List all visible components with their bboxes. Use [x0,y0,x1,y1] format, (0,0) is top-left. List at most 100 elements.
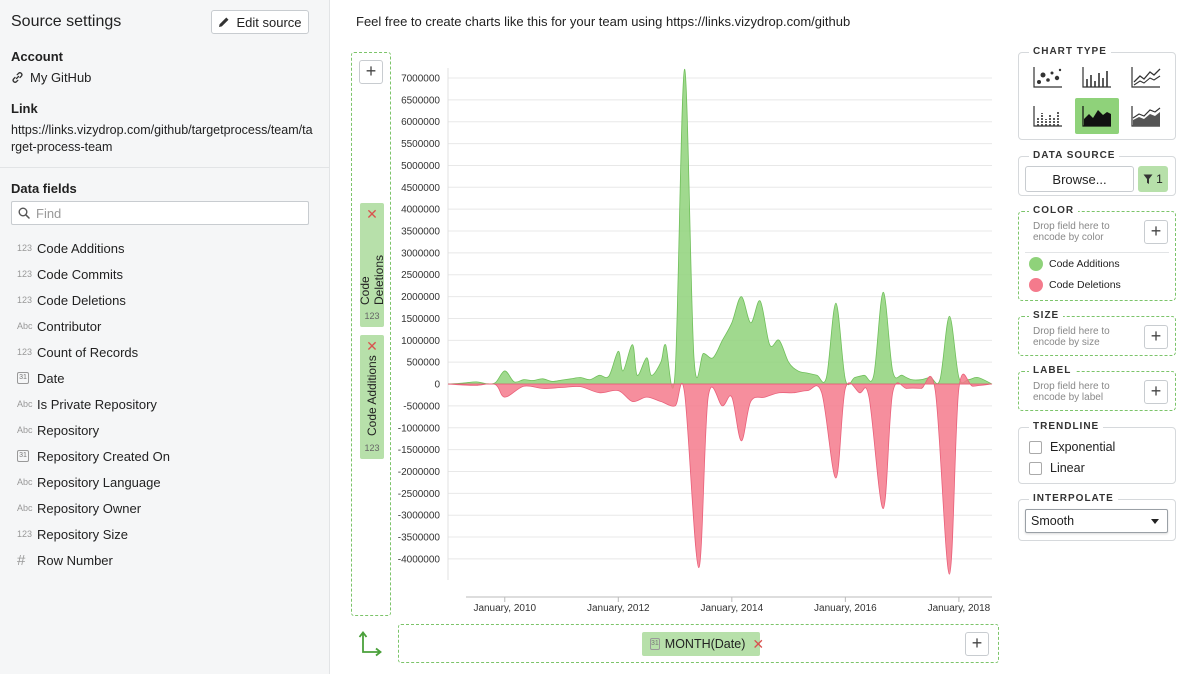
chart-type-bar[interactable] [1075,59,1119,95]
y-axis-drop-zone[interactable]: + ✕ Code Deletions 123 ✕ Code Additions … [351,52,391,616]
label-hint: Drop field here to encode by label [1033,381,1110,403]
account-link[interactable]: My GitHub [11,70,91,85]
color-title: COLOR [1029,205,1079,216]
chart-series [447,68,993,575]
field-type-icon: 123 [17,269,33,279]
field-label: Repository Language [37,474,161,490]
chart-type-bar-dotted[interactable] [1026,98,1070,134]
y-pill-type: 123 [364,443,380,453]
y-pill-label: Code Deletions [358,254,386,305]
field-type-icon: # [17,551,26,569]
sidebar-title: Source settings [11,13,122,30]
line-chart-icon [1131,67,1161,88]
y-tick-label: 0 [434,380,440,391]
x-tick-label: January, 2018 [928,603,991,614]
scatter-chart-icon [1033,67,1062,88]
y-tick-label: 6500000 [401,95,440,106]
field-item[interactable]: 123 Code Deletions [17,287,317,313]
field-item[interactable]: Abc Repository [17,417,317,443]
size-add-button[interactable]: + [1144,325,1168,349]
y-tick-label: 3500000 [401,227,440,238]
color-drop-zone[interactable]: COLOR Drop field here to encode by color… [1018,205,1176,301]
y-tick-label: -3000000 [398,511,441,522]
edit-source-button[interactable]: Edit source [211,10,309,34]
chart-type-area[interactable] [1075,98,1119,134]
size-title: SIZE [1029,310,1064,321]
field-label: Count of Records [37,344,139,360]
field-item[interactable]: Abc Is Private Repository [17,391,317,417]
field-item[interactable]: 31 Repository Created On [17,443,317,469]
link-label: Link [11,101,38,116]
field-type-icon: 123 [17,529,33,539]
calendar-icon: 31 [17,372,29,384]
field-item[interactable]: 31 Date [17,365,317,391]
x-pill-month-date[interactable]: 31 MONTH(Date) ✕ [642,632,764,656]
filter-button[interactable]: 1 [1138,166,1168,192]
field-type-icon: Abc [17,425,33,435]
field-item[interactable]: Abc Contributor [17,313,317,339]
y-axis-add-button[interactable]: + [359,60,383,84]
chart-type-scatter[interactable] [1026,59,1070,95]
y-pill-type: 123 [364,311,380,321]
x-tick-label: January, 2010 [473,603,536,614]
y-pill-code-deletions[interactable]: ✕ Code Deletions 123 [358,203,386,327]
field-item[interactable]: 123 Repository Size [17,521,317,547]
area-series-code-deletions [447,373,993,575]
calendar-icon: 31 [650,638,660,650]
label-add-button[interactable]: + [1144,380,1168,404]
y-tick-label: 4500000 [401,183,440,194]
caret-down-icon [1151,519,1159,524]
field-label: Is Private Repository [37,396,157,412]
remove-code-deletions-icon[interactable]: ✕ [366,206,378,222]
x-axis-add-button[interactable]: + [965,632,989,656]
label-title: LABEL [1029,365,1076,376]
size-drop-zone[interactable]: SIZE Drop field here to encode by size + [1018,310,1176,356]
field-item[interactable]: 123 Code Commits [17,261,317,287]
field-item[interactable]: Abc Repository Owner [17,495,317,521]
remove-month-date-icon[interactable]: ✕ [752,635,765,652]
y-pill-label: Code Additions [365,355,379,437]
swap-axes-icon[interactable] [358,630,384,658]
exponential-checkbox[interactable] [1029,440,1042,454]
field-item[interactable]: Abc Repository Language [17,469,317,495]
label-drop-zone[interactable]: LABEL Drop field here to encode by label… [1018,365,1176,411]
field-item[interactable]: # Row Number [17,547,317,573]
browse-button[interactable]: Browse... [1025,166,1134,192]
interpolate-select[interactable]: Smooth [1025,509,1168,533]
x-axis-drop-zone[interactable]: 31 MONTH(Date) ✕ + [398,624,999,663]
field-item[interactable]: 123 Code Additions [17,235,317,261]
y-tick-label: 4000000 [401,205,440,216]
data-source-panel: DATA SOURCE Browse... 1 [1018,150,1176,196]
edit-source-label: Edit source [236,14,302,30]
dotted-bar-chart-icon [1033,106,1062,127]
field-item[interactable]: 123 Count of Records [17,339,317,365]
account-value: My GitHub [30,70,92,85]
y-tick-label: -500000 [403,401,440,412]
red-dot-icon [1029,278,1043,292]
field-search-input[interactable] [36,205,286,221]
interpolate-value: Smooth [1031,514,1075,528]
trendline-panel: TRENDLINE Exponential Linear [1018,421,1176,484]
chart-type-area-stacked[interactable] [1124,98,1168,134]
trend-exponential-option[interactable]: Exponential [1029,440,1115,454]
green-dot-icon [1029,257,1043,271]
size-hint: Drop field here to encode by size [1033,326,1110,348]
link-value: https://links.vizydrop.com/github/target… [11,123,313,154]
remove-code-additions-icon[interactable]: ✕ [366,338,378,354]
y-tick-label: -2000000 [398,467,441,478]
linear-checkbox[interactable] [1029,461,1042,475]
field-label: Code Commits [37,266,123,282]
field-label: Repository Owner [37,500,142,516]
y-pill-code-additions[interactable]: ✕ Code Additions 123 [360,335,384,459]
chart-type-line[interactable] [1124,59,1168,95]
search-icon [18,207,30,219]
color-add-button[interactable]: + [1144,220,1168,244]
data-fields-label: Data fields [11,181,77,196]
y-tick-label: 2500000 [401,270,440,281]
field-type-icon: 31 [17,372,35,384]
legend-item-code-additions: Code Additions [1029,257,1120,271]
trend-option-label: Exponential [1050,440,1116,454]
trend-linear-option[interactable]: Linear [1029,461,1085,475]
x-pill-label: MONTH(Date) [664,637,746,651]
y-tick-label: 500000 [407,358,441,369]
